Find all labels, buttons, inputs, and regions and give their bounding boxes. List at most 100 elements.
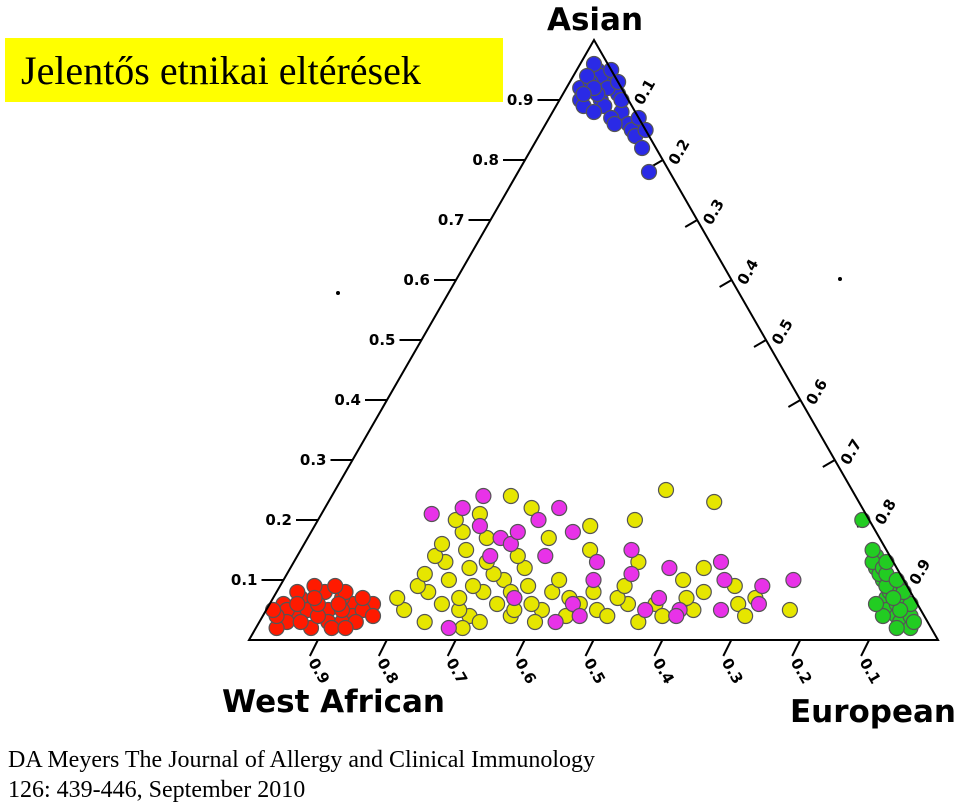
left-axis-tick-label: 0.2 [265,511,292,529]
data-point [864,541,881,559]
right-axis-tick-label: 0.7 [837,436,866,468]
data-point [571,607,588,625]
data-point [637,601,654,619]
data-point [547,613,564,631]
data-point [582,517,599,535]
data-point [878,553,895,571]
data-point [502,487,519,505]
data-point [526,613,544,631]
data-point [502,535,519,553]
data-point [867,595,885,613]
data-point [716,571,733,589]
data-point [623,565,640,583]
data-point [564,523,582,541]
data-point [323,619,340,637]
data-point [695,583,712,601]
bottom-axis-tick [860,639,870,657]
data-point [626,511,644,529]
right-axis-tick-label: 0.3 [699,196,728,228]
data-point [409,577,426,595]
data-point [891,601,909,619]
data-point [668,607,685,625]
data-point [354,589,371,607]
data-point [509,523,526,541]
data-point [306,589,323,607]
data-point [289,595,306,613]
data-point [464,577,482,595]
left-axis-tick-label: 0.4 [334,391,361,409]
slide-title-box: Jelentős etnikai eltérések [5,38,503,102]
data-point [599,607,616,625]
data-point [523,499,540,517]
data-point [657,481,675,499]
data-point [461,559,478,577]
data-point [337,619,354,637]
data-point [440,571,457,589]
ternary-plot: 0.10.20.30.40.50.60.70.80.9 0.10.20.30.40… [222,2,956,730]
data-point [585,571,602,589]
data-point [650,589,668,607]
bottom-axis-tick [515,639,526,657]
data-point [578,67,596,85]
data-point [661,559,678,577]
left-axis-tick-label: 0.9 [507,91,534,109]
data-point [888,619,905,637]
citation-line-1: DA Meyers The Journal of Allergy and Cli… [8,747,596,773]
slide-title: Jelentős etnikai eltérések [21,47,421,93]
data-point [471,517,488,535]
data-point [475,487,492,505]
data-point [416,613,433,631]
data-point [485,565,502,583]
bottom-axis-tick-label: 0.8 [373,655,402,687]
data-point [736,607,754,625]
data-point [423,505,440,523]
data-point [489,595,506,613]
right-axis-tick-label: 0.2 [665,136,694,168]
bottom-axis-tick [791,639,802,657]
data-point [585,55,603,73]
data-point [623,541,640,559]
right-axis-tick-label: 0.4 [733,256,762,288]
data-point [440,619,457,637]
stray-mark [838,277,842,281]
data-point [706,493,723,511]
data-point [885,589,902,607]
data-point [750,595,768,613]
data-point [616,577,633,595]
right-axis-tick [684,219,698,228]
data-point [364,607,382,625]
bottom-axis-tick [653,639,664,657]
left-axis-tick-label: 0.3 [300,451,327,469]
data-point [544,583,561,601]
left-axis-tick-label: 0.1 [231,571,258,589]
bottom-axis-tick-label: 0.3 [718,655,747,687]
data-point [433,535,451,553]
data-point [730,595,747,613]
left-axis-tick-label: 0.5 [369,331,396,349]
data-point [613,91,630,109]
data-point [389,589,406,607]
data-point [550,571,568,589]
vertex-label-top: Asian [547,2,643,38]
data-point [416,565,433,583]
data-point [530,511,547,529]
bottom-axis-tick-label: 0.9 [304,655,333,687]
data-point [330,595,347,613]
left-axis-tick-label: 0.8 [472,151,499,169]
data-point [471,613,488,631]
data-point [888,571,905,589]
data-point [630,553,647,571]
right-axis-tick [822,459,836,468]
data-point [633,139,651,157]
bottom-axis-tick [377,639,388,657]
vertex-label-right: European [790,694,956,730]
data-point [854,511,871,529]
bottom-axis-tick [722,639,733,657]
data-point [588,553,606,571]
data-point [327,577,344,595]
data-point [609,589,626,607]
data-point [265,601,282,619]
data-point [516,559,533,577]
data-point [551,499,568,517]
data-point [454,499,471,517]
